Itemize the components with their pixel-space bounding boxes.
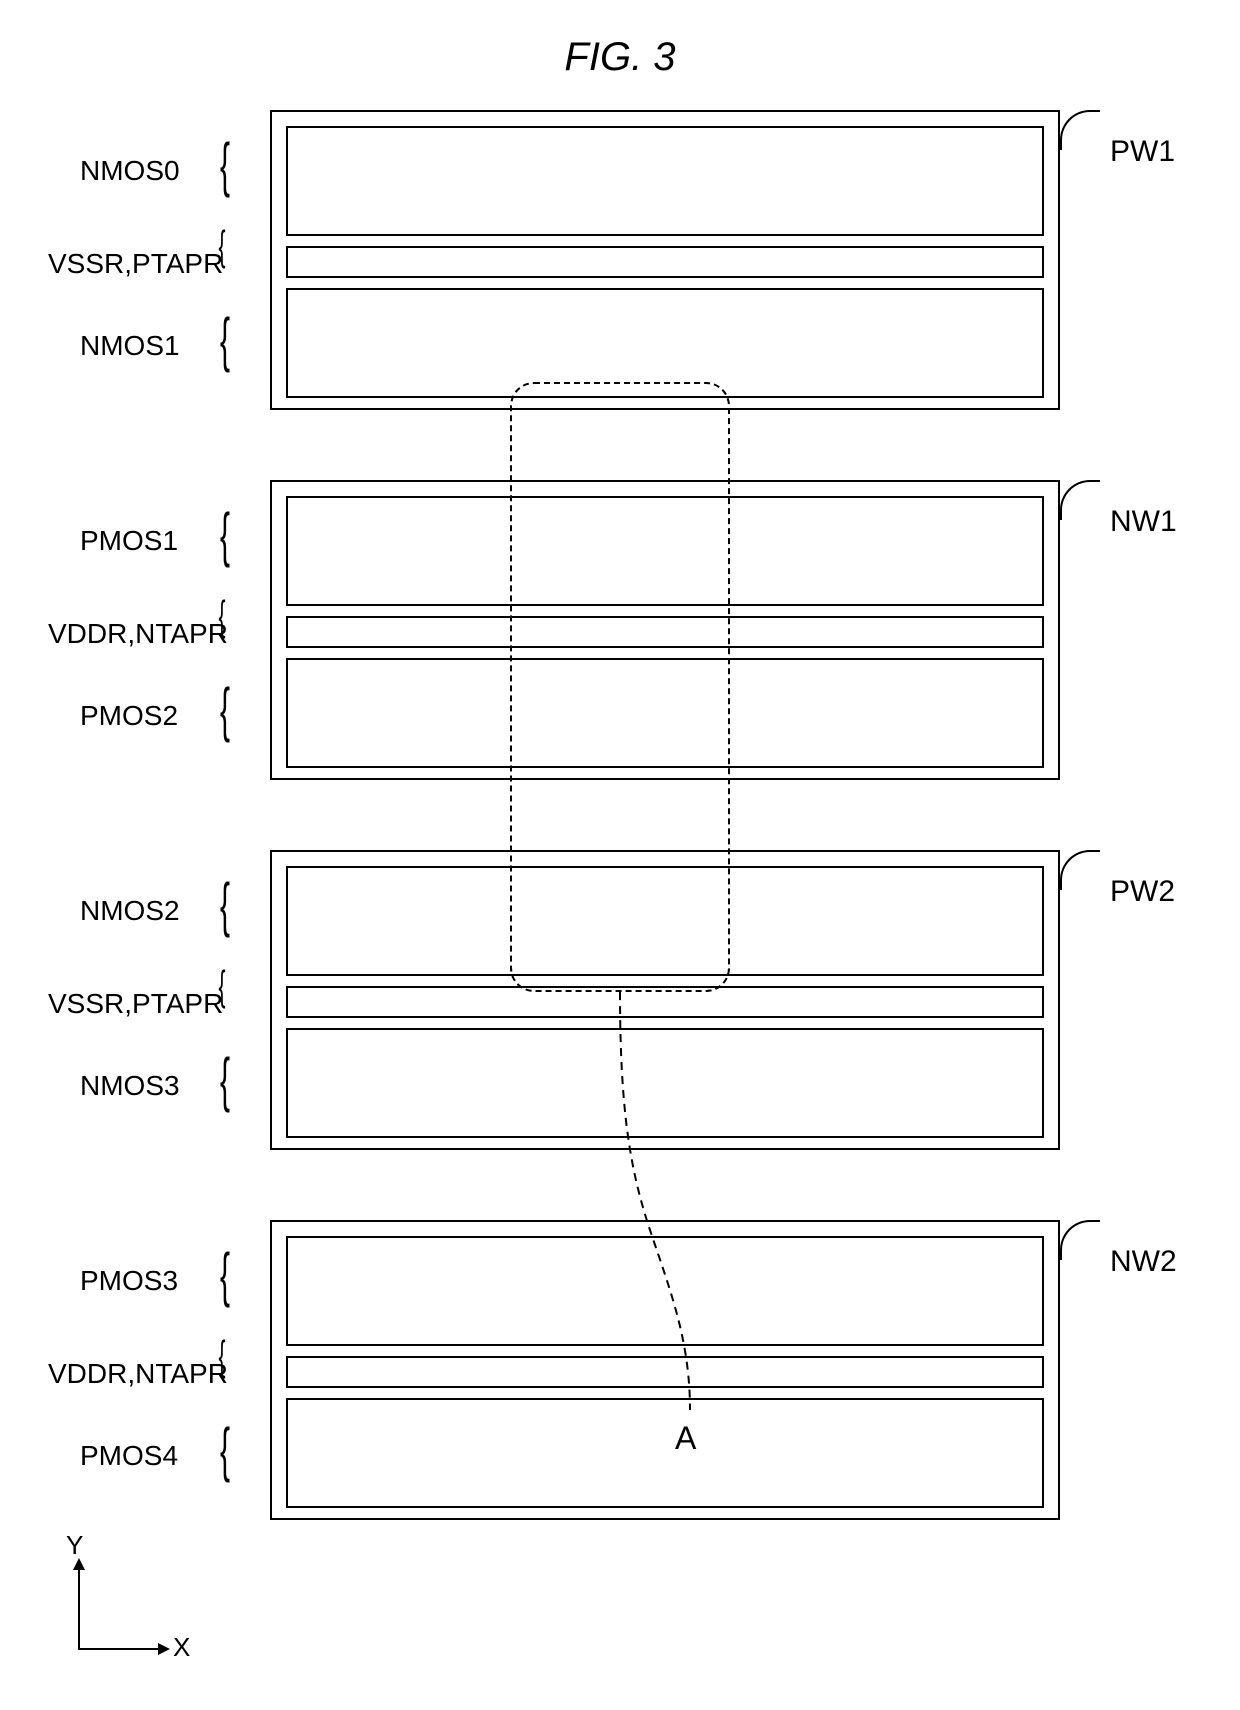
row-label: PMOS2 (80, 700, 178, 732)
row-label: VDDR,NTAPR (48, 1358, 228, 1390)
row-label: PMOS4 (80, 1440, 178, 1472)
row-label: NMOS2 (80, 895, 180, 927)
brace: { (220, 1245, 230, 1305)
row-label: NMOS1 (80, 330, 180, 362)
brace: { (219, 595, 226, 637)
label-a: A (675, 1420, 696, 1457)
row-label: VDDR,NTAPR (48, 618, 228, 650)
brace: { (219, 1335, 226, 1377)
row-label: VSSR,PTAPR (48, 988, 223, 1020)
label-pw1: PW1 (1110, 135, 1175, 169)
brace: { (220, 505, 230, 565)
brace: { (220, 1420, 230, 1480)
label-nw1: NW1 (1110, 505, 1177, 539)
lead-nw2 (1060, 1220, 1100, 1260)
axis: Y X (48, 1560, 168, 1680)
brace: { (220, 875, 230, 935)
lead-nw1 (1060, 480, 1100, 520)
axis-y-label: Y (66, 1530, 83, 1561)
row-label: NMOS0 (80, 155, 180, 187)
axis-x-label: X (173, 1632, 190, 1663)
row-label: PMOS3 (80, 1265, 178, 1297)
brace: { (220, 680, 230, 740)
row-label: NMOS3 (80, 1070, 180, 1102)
row-label: PMOS1 (80, 525, 178, 557)
lead-pw2 (1060, 850, 1100, 890)
label-nw2: NW2 (1110, 1245, 1177, 1279)
lead-pw1 (1060, 110, 1100, 150)
axis-x (78, 1648, 168, 1650)
figure-title: FIG. 3 (0, 35, 1240, 80)
row-label: VSSR,PTAPR (48, 248, 223, 280)
a-leader (270, 110, 1060, 1590)
brace: { (219, 965, 226, 1007)
brace: { (220, 1050, 230, 1110)
brace: { (220, 310, 230, 370)
label-pw2: PW2 (1110, 875, 1175, 909)
layout-diagram: PW1 NW1 PW2 NW2 A (270, 110, 1060, 1590)
brace: { (219, 225, 226, 267)
axis-y (78, 1560, 80, 1650)
brace: { (220, 135, 230, 195)
